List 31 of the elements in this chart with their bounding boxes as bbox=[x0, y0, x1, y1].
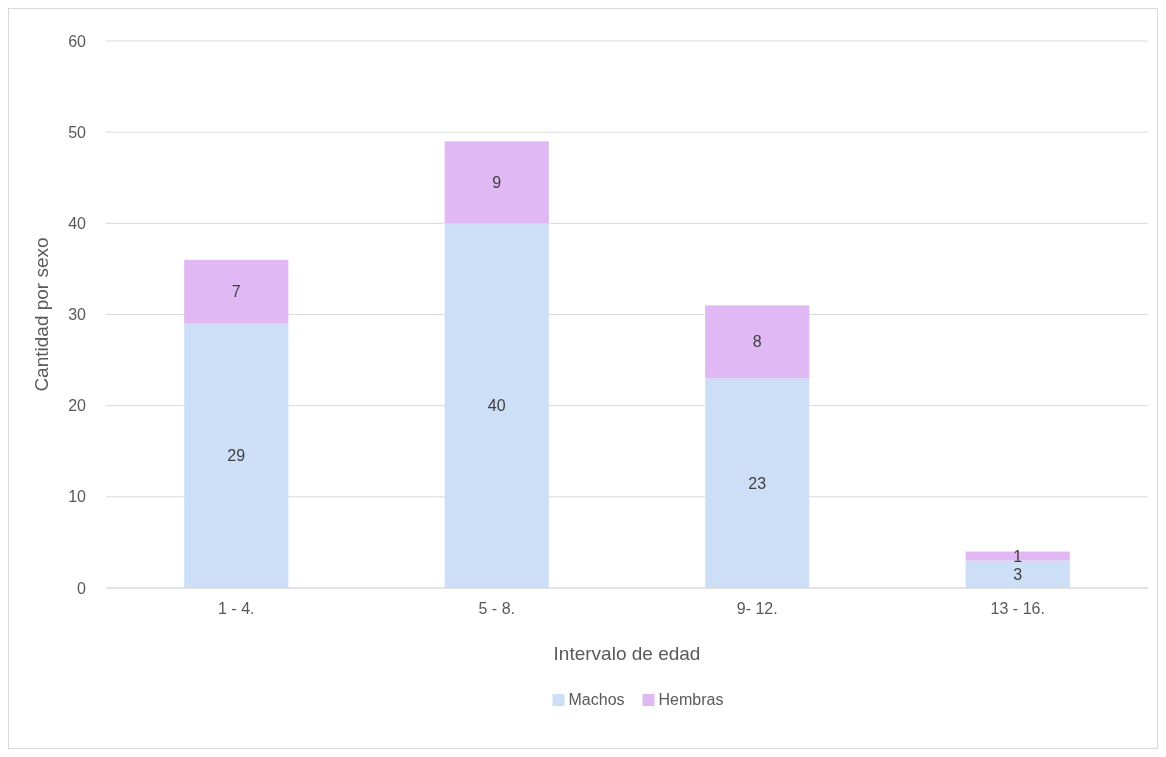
bar bbox=[705, 305, 810, 379]
bar bbox=[965, 560, 1070, 588]
y-tick-label: 60 bbox=[68, 32, 87, 50]
data-label: 9 bbox=[492, 173, 502, 191]
y-tick-label: 50 bbox=[68, 123, 87, 141]
y-axis-title: Cantidad por sexo bbox=[31, 237, 52, 392]
legend-label: Machos bbox=[568, 691, 625, 708]
legend-label: Hembras bbox=[658, 691, 724, 708]
bar bbox=[444, 141, 549, 224]
x-axis-title: Intervalo de edad bbox=[553, 643, 701, 664]
x-tick-label: 5 - 8. bbox=[478, 600, 515, 617]
x-tick-label: 9- 12. bbox=[736, 600, 778, 617]
data-label: 3 bbox=[1013, 565, 1023, 583]
y-tick-label: 0 bbox=[77, 579, 87, 597]
bar bbox=[965, 551, 1070, 561]
y-tick-label: 20 bbox=[68, 397, 87, 415]
y-tick-label: 10 bbox=[68, 488, 87, 506]
data-label: 29 bbox=[227, 447, 246, 465]
bar bbox=[184, 323, 289, 588]
y-tick-label: 40 bbox=[68, 214, 87, 232]
data-label: 7 bbox=[231, 283, 241, 301]
x-tick-label: 13 - 16. bbox=[990, 600, 1045, 617]
bar bbox=[705, 378, 810, 588]
bar bbox=[444, 223, 549, 588]
data-label: 23 bbox=[748, 474, 767, 492]
data-label: 8 bbox=[752, 333, 762, 351]
data-label: 40 bbox=[487, 397, 506, 415]
x-tick-label: 1 - 4. bbox=[218, 600, 255, 617]
bar bbox=[184, 259, 289, 324]
y-tick-label: 30 bbox=[68, 306, 87, 324]
data-label: 1 bbox=[1013, 547, 1023, 565]
